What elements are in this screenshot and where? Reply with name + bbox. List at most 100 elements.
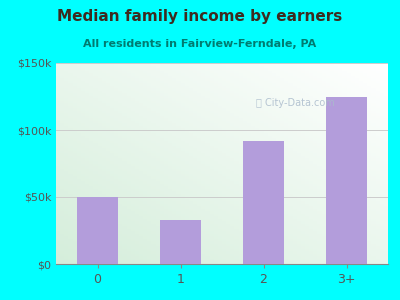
Bar [98,121,102,123]
Bar [238,146,243,148]
Bar [272,216,276,219]
Bar [367,201,371,204]
Bar [351,93,355,96]
Bar [193,231,197,234]
Bar [330,85,334,88]
Bar [102,103,106,106]
Bar [334,242,338,244]
Bar [288,164,292,166]
Bar [102,81,106,83]
Bar [168,169,172,171]
Bar [234,234,238,236]
Bar [280,239,284,242]
Bar [222,231,226,234]
Bar [276,138,280,141]
Bar [284,118,288,121]
Bar [210,249,214,251]
Bar [168,81,172,83]
Bar [371,244,376,246]
Bar [77,91,81,93]
Bar [355,118,359,121]
Bar [342,171,346,173]
Bar [259,131,264,133]
Bar [301,242,305,244]
Bar [168,173,172,176]
Bar [210,186,214,189]
Bar [168,111,172,113]
Bar [284,234,288,236]
Bar [185,93,189,96]
Bar [176,136,180,138]
Bar [206,108,210,111]
Bar [56,249,60,251]
Bar [318,106,322,108]
Bar [89,76,93,78]
Bar [160,186,164,189]
Bar [68,221,73,224]
Bar [77,259,81,262]
Bar [305,242,309,244]
Bar [259,191,264,194]
Bar [110,70,114,73]
Bar [60,194,64,196]
Bar [342,85,346,88]
Bar [189,123,193,126]
Bar [268,126,272,128]
Bar [85,171,89,173]
Bar [276,256,280,259]
Bar [243,151,247,153]
Bar [309,103,313,106]
Bar [122,194,126,196]
Bar [106,126,110,128]
Bar [147,91,152,93]
Bar [284,214,288,216]
Bar [197,194,201,196]
Bar [164,181,168,184]
Bar [255,206,259,209]
Bar [180,239,185,242]
Bar [268,93,272,96]
Bar [247,256,251,259]
Bar [222,153,226,156]
Bar [292,148,297,151]
Bar [201,126,206,128]
Bar [147,251,152,254]
Bar [135,216,139,219]
Bar [346,242,351,244]
Bar [322,161,326,164]
Bar [110,83,114,86]
Bar [160,191,164,194]
Bar [251,81,255,83]
Bar [114,254,118,256]
Bar [73,181,77,184]
Bar [280,251,284,254]
Bar [359,91,363,93]
Bar [384,85,388,88]
Bar [284,108,288,111]
Bar [359,244,363,246]
Bar [346,178,351,181]
Bar [330,111,334,113]
Bar [193,216,197,219]
Bar [230,169,234,171]
Bar [168,70,172,73]
Bar [210,81,214,83]
Bar [102,229,106,231]
Bar [255,161,259,164]
Bar [338,226,342,229]
Bar [176,186,180,189]
Bar [326,63,330,65]
Bar [126,158,131,161]
Bar [376,138,380,141]
Bar [168,156,172,158]
Bar [346,246,351,249]
Bar [122,178,126,181]
Bar [292,199,297,201]
Bar [152,262,156,264]
Bar [334,234,338,236]
Bar [89,106,93,108]
Bar [147,158,152,161]
Bar [164,171,168,173]
Bar [139,164,143,166]
Bar [135,221,139,224]
